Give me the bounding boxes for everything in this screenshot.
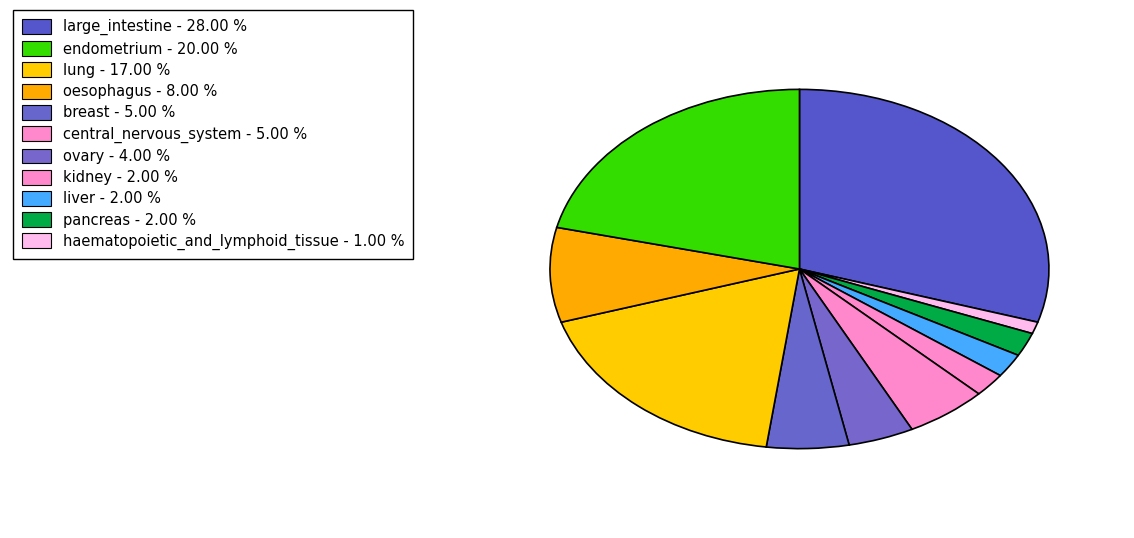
Wedge shape — [799, 269, 1018, 376]
Wedge shape — [561, 269, 799, 447]
Wedge shape — [799, 269, 1038, 334]
Wedge shape — [799, 269, 1000, 394]
Wedge shape — [557, 89, 799, 269]
Wedge shape — [767, 269, 849, 449]
Wedge shape — [799, 269, 1032, 355]
Wedge shape — [799, 89, 1049, 322]
Wedge shape — [550, 228, 799, 322]
Legend: large_intestine - 28.00 %, endometrium - 20.00 %, lung - 17.00 %, oesophagus - 8: large_intestine - 28.00 %, endometrium -… — [12, 10, 413, 259]
Wedge shape — [799, 269, 912, 445]
Wedge shape — [799, 269, 979, 429]
